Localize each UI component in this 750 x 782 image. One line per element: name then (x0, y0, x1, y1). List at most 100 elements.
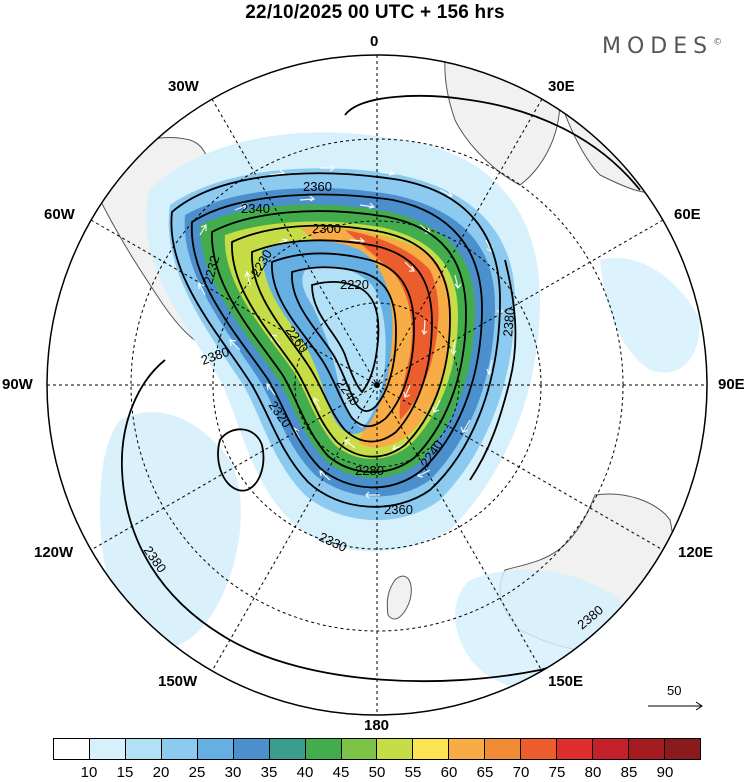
colorbar-tick-label: 80 (584, 764, 602, 781)
colorbar-cell (233, 739, 270, 759)
colorbar-cell (521, 739, 558, 759)
lon-label-90w: 90W (2, 376, 33, 393)
lon-label-120e: 120E (678, 544, 714, 561)
contour-2240 (291, 266, 397, 412)
shade-10-west (100, 412, 241, 648)
wind-arrow (244, 270, 251, 286)
colorbar-tick-label: 90 (656, 764, 674, 781)
colorbar-tick-label: 25 (188, 764, 206, 781)
wind-arrow (299, 195, 316, 202)
reference-vector-value: 50 (667, 683, 682, 698)
lon-label-120w: 120W (34, 544, 74, 561)
wind-arrow (439, 189, 454, 197)
colorbar-cell (413, 739, 450, 759)
wind-arrow (234, 203, 249, 211)
colorbar-cell (664, 739, 700, 759)
contour-2380-north (344, 94, 641, 191)
map-title: 22/10/2025 00 UTC + 156 hrs (245, 2, 505, 23)
colorbar-tick-label: 20 (152, 764, 170, 781)
colorbar-cell (197, 739, 234, 759)
wind-arrow (349, 237, 366, 244)
map-border (46, 54, 708, 716)
contour-label: 2360 (303, 179, 332, 194)
south-pole-marker (374, 382, 380, 388)
contour-label: 2220 (340, 277, 369, 292)
lon-label-90e: 90E (718, 376, 745, 393)
wind-arrow (229, 339, 241, 351)
colorbar-cell (125, 739, 162, 759)
colorbar-cell (161, 739, 198, 759)
contour-2360 (170, 172, 501, 508)
wind-arrow (344, 439, 356, 449)
contour-2260 (271, 252, 415, 428)
colorbar-cell (377, 739, 414, 759)
contour-2300 (231, 224, 451, 458)
brand-mark: © (713, 37, 723, 48)
colorbar-tick-label: 75 (548, 764, 566, 781)
reference-vector-arrow-icon (648, 701, 703, 711)
map-disk-content (47, 55, 707, 715)
colorbar-cell (305, 739, 342, 759)
colorbar-tick-label: 70 (512, 764, 530, 781)
wind-arrow (313, 396, 321, 411)
colorbar-tick-labels: 10 15 20 25 30 35 40 45 50 55 60 65 70 75 80 85 90 (53, 764, 701, 782)
contour-label: 2232 (200, 254, 222, 286)
contour-2280 (251, 239, 433, 443)
wind-arrow (199, 224, 207, 236)
colorbar-tick-label: 50 (368, 764, 386, 781)
contour-label: 2360 (384, 502, 413, 517)
wind-arrow (460, 419, 471, 433)
wind-arrow (432, 399, 441, 413)
wind-arrow (320, 164, 335, 172)
colorbar-tick-label: 30 (224, 764, 242, 781)
colorbar-tick-label: 60 (440, 764, 458, 781)
wind-arrow (379, 169, 396, 176)
wind-arrow (403, 384, 411, 398)
colorbar-cell (593, 739, 629, 759)
colorbar-tick-label: 40 (296, 764, 314, 781)
contour-2380-closed (217, 428, 265, 492)
lon-label-180: 180 (364, 717, 390, 734)
lon-label-30e: 30E (548, 78, 575, 95)
colorbar-cell (557, 739, 594, 759)
colorbar-cell (341, 739, 378, 759)
lon-label-150w: 150W (158, 673, 198, 690)
contour-2320 (211, 210, 467, 473)
colorbar-tick-label: 85 (620, 764, 638, 781)
wind-arrow (450, 339, 457, 356)
brand-name: MODES (602, 34, 714, 59)
colorbar-tick-label: 55 (404, 764, 422, 781)
wind-arrow (365, 491, 380, 499)
lon-label-150e: 150E (548, 673, 584, 690)
lon-label-0: 0 (370, 33, 379, 50)
contour-label: 2300 (312, 221, 341, 236)
colorbar-cell (629, 739, 665, 759)
contour-label: 2340 (241, 201, 270, 216)
colorbar-tick-label: 65 (476, 764, 494, 781)
shade-75 (345, 230, 439, 420)
wind-arrow (359, 202, 376, 209)
colorbar-tick-label: 45 (332, 764, 350, 781)
colorbar-tick-label: 15 (116, 764, 134, 781)
colorbar-cell (269, 739, 306, 759)
contour-2340 (191, 193, 483, 489)
colorbar-tick-label: 35 (260, 764, 278, 781)
contour-2220 (311, 281, 380, 394)
brand-logo: MODES© (602, 34, 722, 59)
contour-label: 2380 (500, 307, 517, 337)
wind-arrow (421, 319, 428, 336)
new-zealand-land (386, 575, 412, 620)
colorbar-cell (449, 739, 486, 759)
colorbar-cell (485, 739, 522, 759)
wind-arrow (198, 281, 206, 296)
contour-2380-east (469, 259, 517, 481)
wind-arrow (404, 261, 415, 272)
lon-label-60w: 60W (44, 206, 75, 223)
colorbar-tick-label: 10 (80, 764, 98, 781)
shade-10-east (600, 258, 700, 373)
lon-label-30w: 30W (168, 78, 199, 95)
height-contours (121, 94, 651, 683)
colorbar-cell (89, 739, 126, 759)
colorbar-cell (54, 739, 90, 759)
